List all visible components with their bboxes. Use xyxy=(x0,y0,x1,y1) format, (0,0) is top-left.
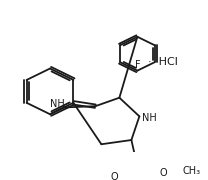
Text: ·  HCl: · HCl xyxy=(148,57,178,67)
Text: NH: NH xyxy=(50,99,64,109)
Text: O: O xyxy=(160,168,167,178)
Text: F: F xyxy=(135,60,140,70)
Text: O: O xyxy=(111,172,118,180)
Text: NH: NH xyxy=(142,113,157,123)
Text: CH₃: CH₃ xyxy=(182,166,201,176)
